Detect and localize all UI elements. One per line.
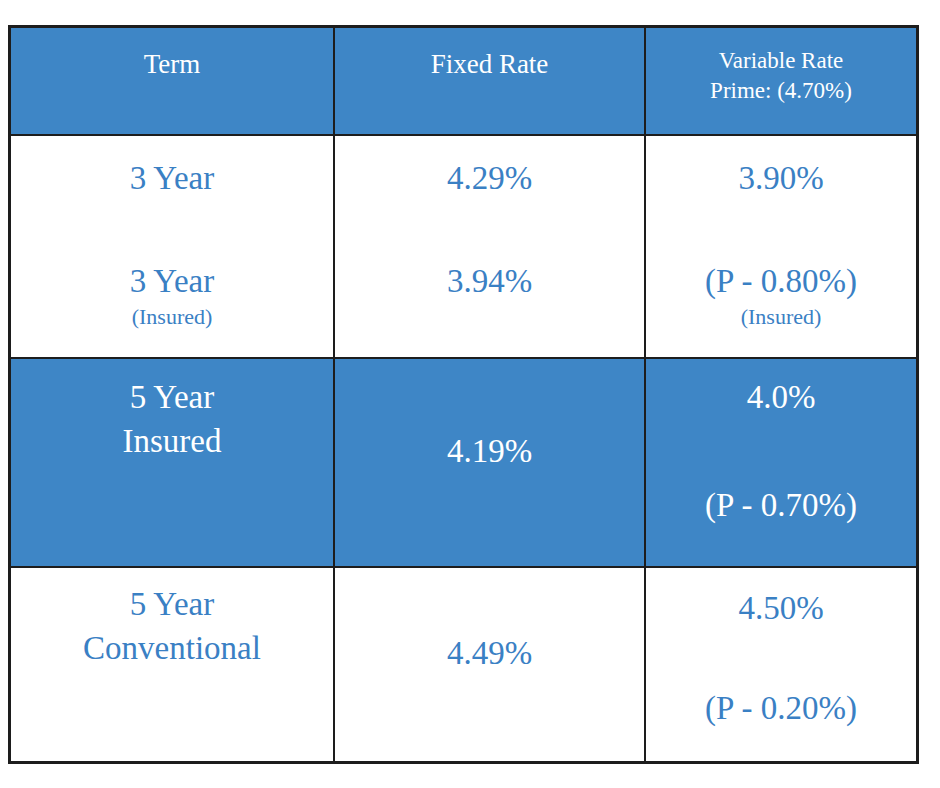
term-value: Conventional	[83, 626, 261, 670]
term-value: 5 Year	[130, 375, 214, 419]
header-cell-fixed-rate: Fixed Rate	[335, 28, 646, 136]
term-value: 3 Year	[130, 259, 214, 303]
cell-3year-fixed-rate: 4.29% 3.94%	[335, 136, 646, 359]
term-value: Insured	[123, 419, 222, 463]
variable-rate-formula: (P - 0.80%)	[705, 259, 857, 303]
mortgage-rates-table: Term Fixed Rate Variable Rate Prime: (4.…	[8, 25, 919, 764]
cell-5year-insured-variable-rate: 4.0% (P - 0.70%)	[646, 359, 916, 568]
variable-rate-formula: (P - 0.70%)	[705, 483, 857, 527]
cell-3year-variable-rate: 3.90% (P - 0.80%) (Insured)	[646, 136, 916, 359]
variable-rate-value: 4.0%	[747, 375, 816, 419]
variable-rate-formula: (P - 0.20%)	[705, 686, 857, 730]
cell-5year-conventional-term: 5 Year Conventional	[11, 568, 335, 761]
term-value: 5 Year	[130, 582, 214, 626]
variable-rate-note: (Insured)	[741, 303, 822, 331]
fixed-rate-value: 3.94%	[447, 259, 532, 303]
header-cell-variable-rate: Variable Rate Prime: (4.70%)	[646, 28, 916, 136]
variable-rate-value: 4.50%	[738, 586, 823, 630]
fixed-rate-value: 4.49%	[447, 631, 532, 675]
cell-5year-insured-fixed-rate: 4.19%	[335, 359, 646, 568]
cell-3year-term: 3 Year 3 Year (Insured)	[11, 136, 335, 359]
header-fixed-rate-label: Fixed Rate	[431, 28, 549, 83]
term-note: (Insured)	[132, 303, 213, 331]
cell-5year-insured-term: 5 Year Insured	[11, 359, 335, 568]
fixed-rate-value: 4.19%	[447, 429, 532, 473]
cell-5year-conventional-fixed-rate: 4.49%	[335, 568, 646, 761]
header-variable-rate-line1: Variable Rate	[710, 46, 852, 76]
header-variable-rate-label: Variable Rate Prime: (4.70%)	[710, 28, 852, 106]
header-term-label: Term	[144, 28, 201, 83]
cell-5year-conventional-variable-rate: 4.50% (P - 0.20%)	[646, 568, 916, 761]
term-value: 3 Year	[130, 156, 214, 200]
header-cell-term: Term	[11, 28, 335, 136]
fixed-rate-value: 4.29%	[447, 156, 532, 200]
variable-rate-value: 3.90%	[738, 156, 823, 200]
header-variable-rate-line2: Prime: (4.70%)	[710, 76, 852, 106]
